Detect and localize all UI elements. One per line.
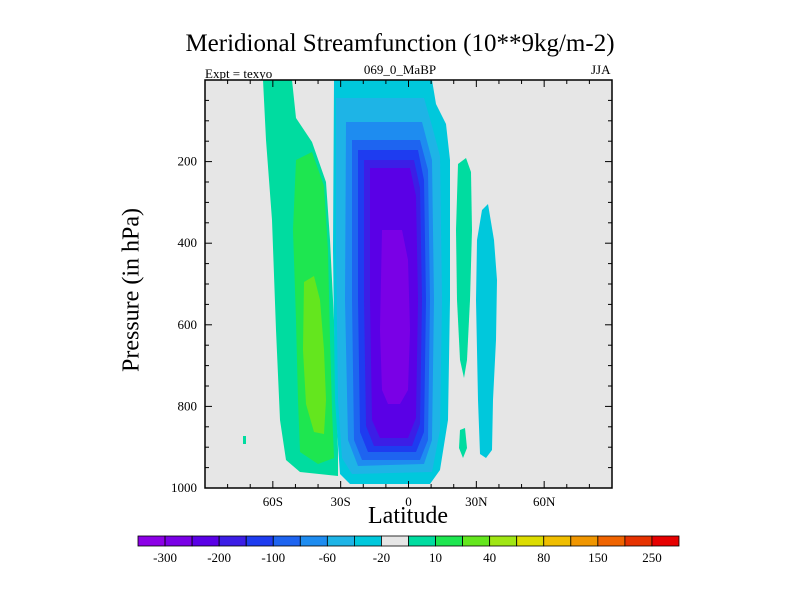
colorbar-swatch [462, 535, 491, 547]
y-tick-label: 800 [178, 398, 198, 413]
colorbar-label: 10 [429, 550, 442, 565]
season-label: JJA [591, 62, 611, 77]
x-tick-label: 60N [533, 494, 556, 509]
y-tick-label: 200 [178, 154, 198, 169]
colorbar-swatch [651, 535, 680, 547]
colorbar-swatch [218, 535, 247, 547]
x-tick-label: 30N [465, 494, 488, 509]
northern-positive-band [456, 158, 472, 378]
experiment-label: Expt = texyo [205, 66, 273, 81]
colorbar-swatch [272, 535, 301, 547]
y-tick-label: 600 [178, 317, 198, 332]
northern-negative-band [476, 204, 497, 458]
colorbar-swatch [326, 535, 355, 547]
positive-cell-level-40 [303, 276, 326, 434]
colorbar-label: 80 [537, 550, 550, 565]
axis-ticks [205, 80, 612, 489]
y-tick-label: 400 [178, 235, 198, 250]
colorbar-label: -300 [153, 550, 177, 565]
positive-speck [243, 436, 246, 444]
colorbar-swatch [624, 535, 653, 547]
colorbar-swatch [299, 535, 328, 547]
colorbar-swatch [543, 535, 572, 547]
colorbar-label: -20 [373, 550, 390, 565]
colorbar-swatch [516, 535, 545, 547]
colorbar-label: 40 [483, 550, 496, 565]
colorbar-swatch [489, 535, 518, 547]
chart-title: Meridional Streamfunction (10**9kg/m-2) [185, 30, 615, 57]
colorbar-swatch [191, 535, 220, 547]
negative-cell-level-neg250 [380, 230, 410, 404]
colorbar-swatch [164, 535, 193, 547]
x-tick-label: 60S [263, 494, 283, 509]
run-label: 069_0_MaBP [363, 62, 437, 77]
colorbar-swatch [381, 535, 409, 547]
colorbar-swatch [597, 535, 626, 547]
colorbar-swatch [570, 535, 599, 547]
colorbar-swatch [353, 535, 382, 547]
x-axis-title: Latitude [368, 503, 448, 529]
colorbar-swatch [137, 535, 166, 547]
y-tick-label: 1000 [171, 480, 197, 495]
x-tick-label: 30S [331, 494, 351, 509]
colorbar-label: 150 [588, 550, 608, 565]
colorbar: -300 -200 -100 -60 -20 10 40 80 150 250 [137, 535, 680, 565]
colorbar-swatch [435, 535, 463, 547]
x-tick-label: 0 [405, 494, 412, 509]
tick-labels: 60S 30S 0 30N 60N 200 400 600 800 1000 [171, 154, 556, 509]
colorbar-label: -200 [207, 550, 231, 565]
colorbar-swatch [245, 535, 274, 547]
contour-fills [243, 80, 497, 484]
northern-positive-speck [459, 428, 467, 458]
colorbar-label: 250 [642, 550, 662, 565]
colorbar-label: -100 [261, 550, 285, 565]
colorbar-label: -60 [319, 550, 336, 565]
colorbar-swatch [408, 535, 436, 547]
